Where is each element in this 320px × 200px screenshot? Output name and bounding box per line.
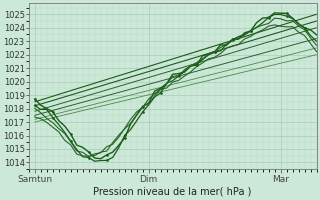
X-axis label: Pression niveau de la mer( hPa ): Pression niveau de la mer( hPa ) xyxy=(93,187,252,197)
